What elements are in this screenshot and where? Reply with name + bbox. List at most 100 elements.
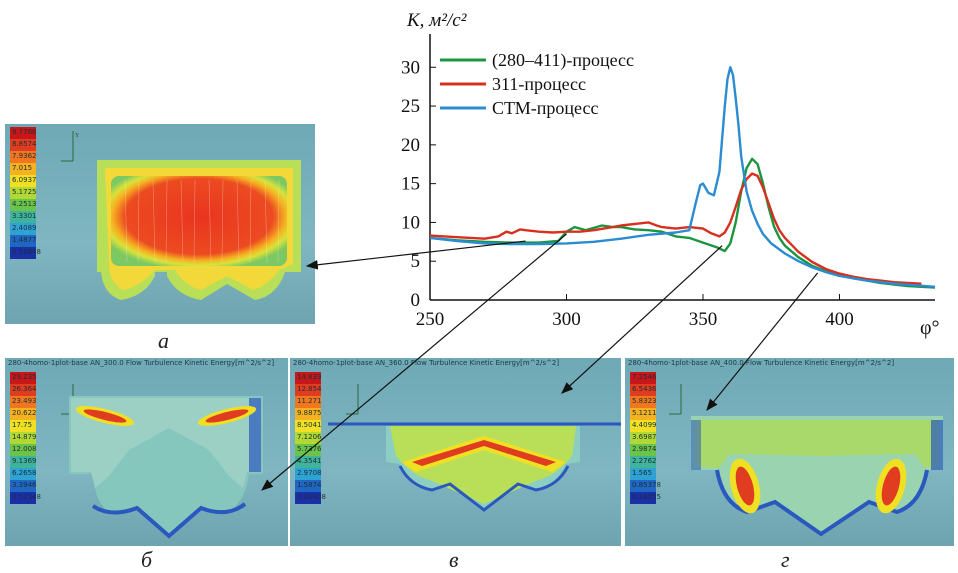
colorbar-label: 6.2658 [12, 469, 37, 477]
panel-d-letter: г [781, 547, 790, 572]
panel-a-colorbar: 9.7786 8.8574 7.9362 7.015 6.0937 5.1725 4.251… [10, 127, 41, 259]
colorbar-cell [10, 456, 36, 468]
colorbar-label: 3.3946 [12, 481, 37, 489]
colorbar-cell [10, 247, 36, 259]
panel-b-title: 280-4homo-1plot-base AN_300.0 Flow Turbu… [8, 359, 275, 367]
colorbar-cell [630, 408, 656, 420]
y-tick-label: 25 [401, 96, 420, 117]
panel-a-contour: 9.7786 8.8574 7.9362 7.015 6.0937 5.1725 4.251… [5, 124, 315, 324]
colorbar-cell [10, 432, 36, 444]
panel-c-contour: 280-4homo-1plot-base AN_360.0 Flow Turbu… [290, 358, 621, 546]
colorbar-label: 1.4877 [12, 236, 37, 244]
panel-a-letter: а [158, 328, 169, 353]
colorbar-cell [10, 492, 36, 504]
colorbar-label: 5.1211 [632, 409, 657, 417]
colorbar-cell [10, 127, 36, 139]
colorbar-cell [10, 139, 36, 151]
panel-b-colorbar: 29.235 26.364 23.493 20.622 17.75 14.879 12.00… [10, 372, 41, 504]
colorbar-cell [630, 420, 656, 432]
colorbar-cell [10, 396, 36, 408]
legend-label-1: 311-процесс [492, 74, 586, 94]
colorbar-label: 2.4089 [12, 224, 37, 232]
x-tick-label: 300 [552, 309, 581, 330]
colorbar-label: 6.0937 [12, 176, 37, 184]
colorbar-label: 4.4099 [632, 421, 657, 429]
colorbar-label: 9.7786 [12, 128, 37, 136]
x-tick-label: 350 [689, 309, 718, 330]
colorbar-cell [10, 211, 36, 223]
legend-label-2: СТМ-процесс [492, 98, 598, 118]
chart-legend: (280–411)-процесс 311-процесс СТМ-процесс [440, 50, 634, 118]
colorbar-cell [10, 408, 36, 420]
colorbar-cell [10, 420, 36, 432]
colorbar-cell [10, 223, 36, 235]
colorbar-label: 7.9362 [12, 152, 37, 160]
colorbar-cell [10, 235, 36, 247]
y-tick-label: 20 [401, 135, 420, 156]
chart-tick-labels: 250 300 350 400 0 5 10 15 20 25 30 [401, 57, 854, 330]
y-tick-label: 15 [401, 174, 420, 195]
colorbar-label: 9.1369 [12, 457, 37, 465]
y-tick-label: 10 [401, 212, 420, 233]
colorbar-label: 0.52348 [12, 493, 41, 501]
panel-d-field [691, 416, 943, 537]
colorbar-cell [10, 163, 36, 175]
colorbar-cell [295, 492, 321, 504]
colorbar-label: 0.85378 [632, 481, 661, 489]
colorbar-cell [10, 384, 36, 396]
panel-d-contour: 280-4homo-1plot-base AN_400.0 Flow Turbu… [625, 358, 954, 546]
colorbar-label: 7.015 [12, 164, 33, 172]
colorbar-cell [630, 432, 656, 444]
colorbar-cell [630, 396, 656, 408]
colorbar-label: 12.008 [12, 445, 37, 453]
panel-b-field [69, 396, 263, 539]
colorbar-cell [630, 468, 656, 480]
colorbar-label: 5.1725 [12, 188, 37, 196]
colorbar-cell [630, 444, 656, 456]
x-tick-label: 250 [416, 309, 445, 330]
colorbar-cell [10, 480, 36, 492]
colorbar-cell [10, 372, 36, 384]
colorbar-label: 20.622 [12, 409, 37, 417]
chart-series-lines [429, 66, 936, 289]
colorbar-cell [10, 199, 36, 211]
colorbar-label: 26.364 [12, 385, 37, 393]
colorbar-cell [10, 468, 36, 480]
colorbar-cell [10, 175, 36, 187]
colorbar-cell [10, 444, 36, 456]
colorbar-cell [630, 480, 656, 492]
series-line-2 [429, 66, 936, 288]
panel-a-axis-triad-icon: Y [61, 131, 79, 162]
x-tick-label: 400 [825, 309, 854, 330]
series-line-0 [429, 157, 936, 289]
y-axis-label: K, м²/с² [406, 10, 467, 31]
colorbar-label: 2.9874 [632, 445, 657, 453]
colorbar-label: 0.56648 [12, 248, 41, 256]
colorbar-label: 0.14255 [632, 493, 661, 501]
colorbar-label: 0.20408 [297, 493, 326, 501]
colorbar-label: 17.75 [12, 421, 33, 429]
colorbar-label: 1.565 [632, 469, 653, 477]
colorbar-cell [630, 456, 656, 468]
panel-b-letter: б [141, 547, 153, 572]
y-tick-label: 0 [411, 290, 421, 311]
x-axis-label: φ° [920, 317, 940, 339]
colorbar-label: 3.6987 [632, 433, 657, 441]
svg-text:Y: Y [75, 133, 79, 139]
panel-c-field [328, 422, 621, 512]
panel-b-contour: 280-4homo-1plot-base AN_300.0 Flow Turbu… [5, 358, 288, 546]
colorbar-label: 8.8574 [12, 140, 37, 148]
colorbar-label: 2.2762 [632, 457, 657, 465]
colorbar-label: 3.3301 [12, 212, 37, 220]
colorbar-label: 23.493 [12, 397, 37, 405]
legend-label-0: (280–411)-процесс [492, 50, 634, 71]
colorbar-label: 4.2513 [12, 200, 37, 208]
colorbar-label: 29.235 [12, 373, 37, 381]
panel-c-letter: в [449, 547, 459, 572]
series-line-1 [429, 172, 922, 285]
panel-a-field [97, 160, 301, 300]
colorbar-cell [10, 151, 36, 163]
y-tick-label: 5 [411, 251, 421, 272]
panel-d-colorbar: 7.2546 6.5436 5.8323 5.1211 4.4099 3.6987 2.98… [630, 372, 661, 504]
colorbar-cell [630, 492, 656, 504]
